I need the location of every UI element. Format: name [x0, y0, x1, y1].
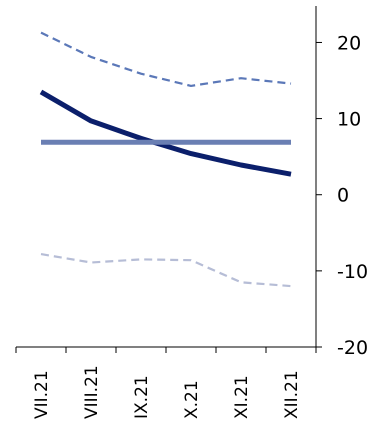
tick-labels: 20 10 0 -10 -20 VII.21 VIII.21 IX.21 X.21 XI.21 XI…	[32, 32, 368, 419]
x-tick-label: VIII.21	[82, 365, 102, 419]
axes	[15, 6, 322, 353]
x-tick-label: XII.21	[282, 370, 302, 419]
x-tick-label: IX.21	[132, 375, 152, 419]
y-tick-label: 10	[337, 109, 361, 131]
series-line-3	[40, 31, 292, 88]
y-tick-label: 0	[337, 185, 349, 207]
x-tick-label: XI.21	[232, 375, 252, 419]
series-lines	[39, 31, 292, 288]
y-tick-label: -10	[337, 261, 368, 283]
x-tick-label: VII.21	[32, 370, 52, 419]
y-tick-label: 20	[337, 32, 361, 54]
series-line-4	[40, 253, 292, 288]
y-tick-label: -20	[337, 337, 368, 359]
x-tick-label: X.21	[182, 380, 202, 419]
series-line-1	[39, 89, 292, 177]
